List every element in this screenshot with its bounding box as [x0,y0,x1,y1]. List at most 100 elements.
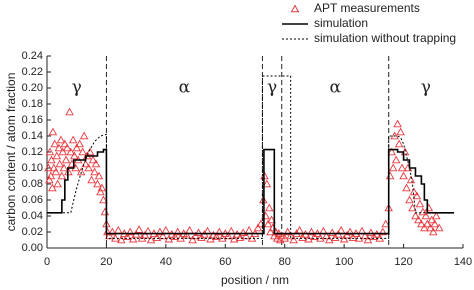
data-point [397,163,407,172]
data-point [325,235,334,244]
data-point [218,233,227,242]
phase-label: γ [267,78,277,98]
data-point [408,203,417,212]
data-point [277,231,287,240]
y-tick-label: 0.22 [22,66,43,78]
data-point [289,235,298,244]
line-series [47,148,455,235]
data-point [430,219,440,228]
data-point [212,232,221,241]
data-point [152,233,162,241]
y-tick-label: 0.14 [22,130,43,142]
data-point [385,171,395,180]
data-point [406,175,416,184]
legend-label: APT measurements [314,1,420,15]
data-point [155,227,165,236]
y-tick-label: 0.08 [22,178,43,190]
x-tick-label: 80 [279,256,291,268]
x-axis-label: position / nm [221,273,289,287]
phase-label: α [329,78,341,98]
data-point [58,147,68,156]
data-point [418,207,428,216]
data-point [394,139,404,148]
y-tick-label: 0.18 [22,98,43,110]
data-point [262,179,272,188]
data-point [78,147,87,156]
data-point [65,107,74,116]
data-point [114,225,123,234]
data-point [421,211,431,220]
data-point [81,159,90,168]
data-point [348,233,358,241]
data-point [295,225,304,234]
data-point [49,163,59,172]
data-point [53,179,62,188]
data-point [72,143,81,152]
data-point [253,223,263,232]
data-point [215,227,224,236]
data-point [238,228,248,237]
data-point [97,183,107,192]
data-point [266,227,275,236]
data-point [59,163,69,172]
data-point [61,155,71,164]
data-point [56,135,66,144]
data-point [393,119,402,128]
data-point [94,171,104,180]
x-tick-label: 20 [100,256,112,268]
data-point [134,225,144,233]
data-point [378,227,388,236]
data-point [54,143,64,152]
data-point [327,228,337,237]
data-point [99,195,108,204]
data-point [387,147,396,156]
y-tick-label: 0.02 [22,226,43,238]
x-tick-label: 60 [219,256,231,268]
data-point [52,151,62,160]
data-point [103,227,112,236]
data-point [402,183,411,192]
data-point [390,131,399,140]
data-point [194,228,203,237]
data-point [399,171,408,180]
data-point [125,227,135,236]
phase-label: α [179,78,191,98]
data-point [173,227,183,236]
data-point [267,215,276,224]
y-axis-label: carbon content / atom fraction [4,73,18,232]
data-point [62,143,72,152]
data-point [70,151,79,160]
data-point [280,233,289,242]
data-point [76,167,86,176]
data-point [415,199,425,208]
data-point [263,219,273,228]
data-point [229,234,239,243]
legend-label: simulation without trapping [314,31,456,45]
data-point [223,231,233,240]
y-tick-label: 0.10 [22,162,43,174]
x-tick-label: 140 [454,256,472,268]
data-point [206,234,215,243]
data-point [235,233,245,241]
data-point [50,139,59,148]
data-point [381,219,391,228]
data-point [420,223,429,232]
data-point [122,232,132,241]
data-point [396,127,405,136]
y-tick-label: 0.06 [22,194,43,206]
data-point [345,227,355,236]
data-point [170,232,180,241]
data-point [79,131,89,140]
data-point [161,225,171,234]
data-point [405,195,414,204]
data-point [283,227,292,236]
data-point [55,159,65,168]
data-point [96,187,105,196]
data-point [60,139,70,148]
data-point [51,167,61,176]
x-tick-label: 0 [44,256,50,268]
data-point [48,183,57,192]
data-point [431,211,441,220]
line-series [47,75,455,239]
